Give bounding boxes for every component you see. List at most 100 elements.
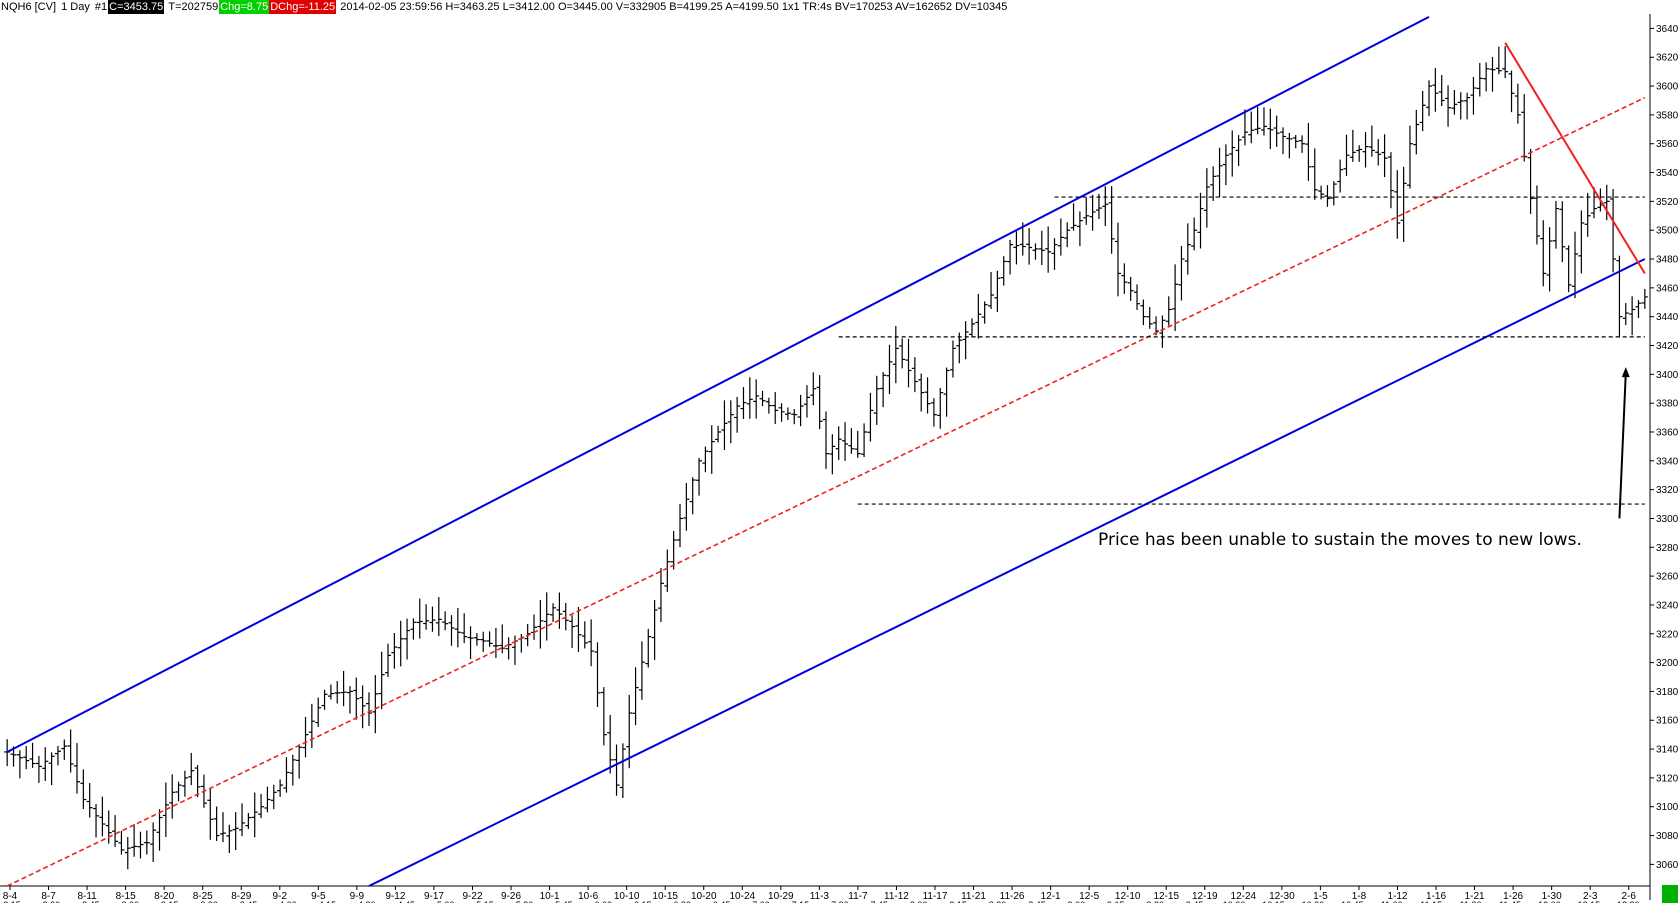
change-badge: Chg=8.75 <box>219 0 270 14</box>
y-tick-label: 3520.00 <box>1656 197 1678 208</box>
ohlc-bar <box>1032 243 1039 260</box>
ohlc-bar <box>1070 203 1077 231</box>
y-tick-label: 3500.00 <box>1656 226 1678 237</box>
ohlc-bar <box>429 606 436 632</box>
x-tick-label: 1-16 <box>1426 891 1446 902</box>
ohlc-bar <box>334 681 341 704</box>
ohlc-bar <box>1572 231 1579 299</box>
ohlc-bar <box>16 750 23 779</box>
ohlc-bar <box>258 793 265 819</box>
ohlc-bar <box>1559 201 1566 263</box>
ohlc-bar <box>1502 46 1509 79</box>
ohlc-bar <box>626 694 633 769</box>
x-tick-label: 12-5 <box>1079 891 1099 902</box>
x-tick-label: 10-15 <box>652 891 678 902</box>
x-time-label: 4:45 <box>397 900 415 903</box>
ohlc-bar <box>1368 125 1375 157</box>
x-tick-label: 11-7 <box>848 891 868 902</box>
ohlc-bar <box>1089 194 1096 231</box>
x-tick-label: 9-17 <box>424 891 444 902</box>
ohlc-bar <box>42 747 49 782</box>
ohlc-bar <box>1622 303 1629 326</box>
ohlc-bar <box>600 687 607 746</box>
ohlc-bar <box>181 770 188 797</box>
ohlc-bar <box>169 774 176 819</box>
chart-header: NQH6 [CV] 1 Day #1 C=3453.75 T=202759 Chg=… <box>0 0 1008 14</box>
ohlc-bar <box>1464 92 1471 120</box>
ohlc-bar <box>1286 132 1293 159</box>
quote-info-label: 2014-02-05 23:59:56 H=3463.25 L=3412.00 … <box>340 1 1008 13</box>
y-tick-label: 3340.00 <box>1656 456 1678 467</box>
y-tick-label: 3320.00 <box>1656 485 1678 496</box>
x-tick-label: 9-22 <box>462 891 482 902</box>
y-tick-label: 3240.00 <box>1656 600 1678 611</box>
x-time-label: 5:00 <box>437 900 455 903</box>
ohlc-bar <box>1552 200 1559 249</box>
ohlc-bar <box>537 600 544 649</box>
x-tick-label: 9-5 <box>311 891 326 902</box>
ohlc-bar <box>518 633 525 653</box>
ohlc-bars <box>4 46 1648 870</box>
scroll-corner-marker[interactable] <box>1662 885 1678 903</box>
y-tick-label: 3180.00 <box>1656 687 1678 698</box>
ohlc-bar <box>638 641 645 700</box>
ohlc-bar <box>435 597 442 637</box>
ohlc-bar <box>365 692 372 726</box>
ohlc-bar <box>632 667 639 726</box>
ohlc-bar <box>918 373 925 412</box>
x-time-label: 6:45 <box>713 900 731 903</box>
x-time-label: 3:15 <box>161 900 179 903</box>
x-tick-label: 10-29 <box>768 891 794 902</box>
x-time-label: 4:30 <box>358 900 376 903</box>
x-time-label: 9:30 <box>1146 900 1164 903</box>
x-tick-label: 8-25 <box>193 891 213 902</box>
x-time-label: 5:30 <box>516 900 534 903</box>
x-tick-label: 12-1 <box>1041 891 1061 902</box>
ohlc-bar <box>1324 185 1331 207</box>
ohlc-bar <box>797 394 804 427</box>
x-tick-label: 8-7 <box>41 891 56 902</box>
ohlc-bar <box>899 338 906 369</box>
y-tick-label: 3400.00 <box>1656 370 1678 381</box>
x-time-label: 5:45 <box>555 900 573 903</box>
ohlc-bar <box>1203 168 1210 228</box>
ohlc-bar <box>772 391 779 424</box>
ohlc-bar <box>1508 70 1515 113</box>
ohlc-bar <box>607 714 614 774</box>
ohlc-bar <box>1305 123 1312 181</box>
x-time-label: 6:00 <box>595 900 613 903</box>
x-tick-label: 11-12 <box>884 891 909 902</box>
ohlc-bar <box>1546 227 1553 292</box>
ohlc-bar <box>4 739 11 767</box>
close-value-badge: C=3453.75 <box>108 0 165 14</box>
x-time-label: 3:00 <box>121 900 139 903</box>
ohlc-bar <box>321 689 328 710</box>
x-tick-label: 10-10 <box>614 891 640 902</box>
ohlc-bar <box>1603 184 1610 221</box>
ohlc-bar <box>930 398 937 427</box>
x-tick-label: 9-2 <box>273 891 288 902</box>
ohlc-bar <box>810 372 817 406</box>
ohlc-bar <box>1445 85 1452 127</box>
ohlc-bar <box>391 633 398 669</box>
x-time-label: 8:15 <box>949 900 967 903</box>
x-tick-label: 10-20 <box>691 891 717 902</box>
ohlc-bar <box>1273 115 1280 147</box>
ohlc-bar <box>1134 284 1141 310</box>
x-tick-label: 9-12 <box>385 891 405 902</box>
ohlc-bar <box>150 822 157 862</box>
ohlc-bar <box>1197 192 1204 249</box>
ohlc-bar <box>73 743 80 794</box>
ohlc-bar <box>569 615 576 649</box>
ohlc-bar <box>1038 230 1045 266</box>
ohlc-bar <box>1235 135 1242 167</box>
ohlc-bar <box>1476 62 1483 97</box>
ohlc-bar <box>308 703 315 748</box>
ohlc-bar <box>886 344 893 395</box>
y-tick-label: 3120.00 <box>1656 773 1678 784</box>
ohlc-bar <box>226 824 233 854</box>
annotation-arrow <box>1618 373 1627 519</box>
x-tick-label: 12-30 <box>1269 891 1295 902</box>
ohlc-bar <box>492 627 499 658</box>
